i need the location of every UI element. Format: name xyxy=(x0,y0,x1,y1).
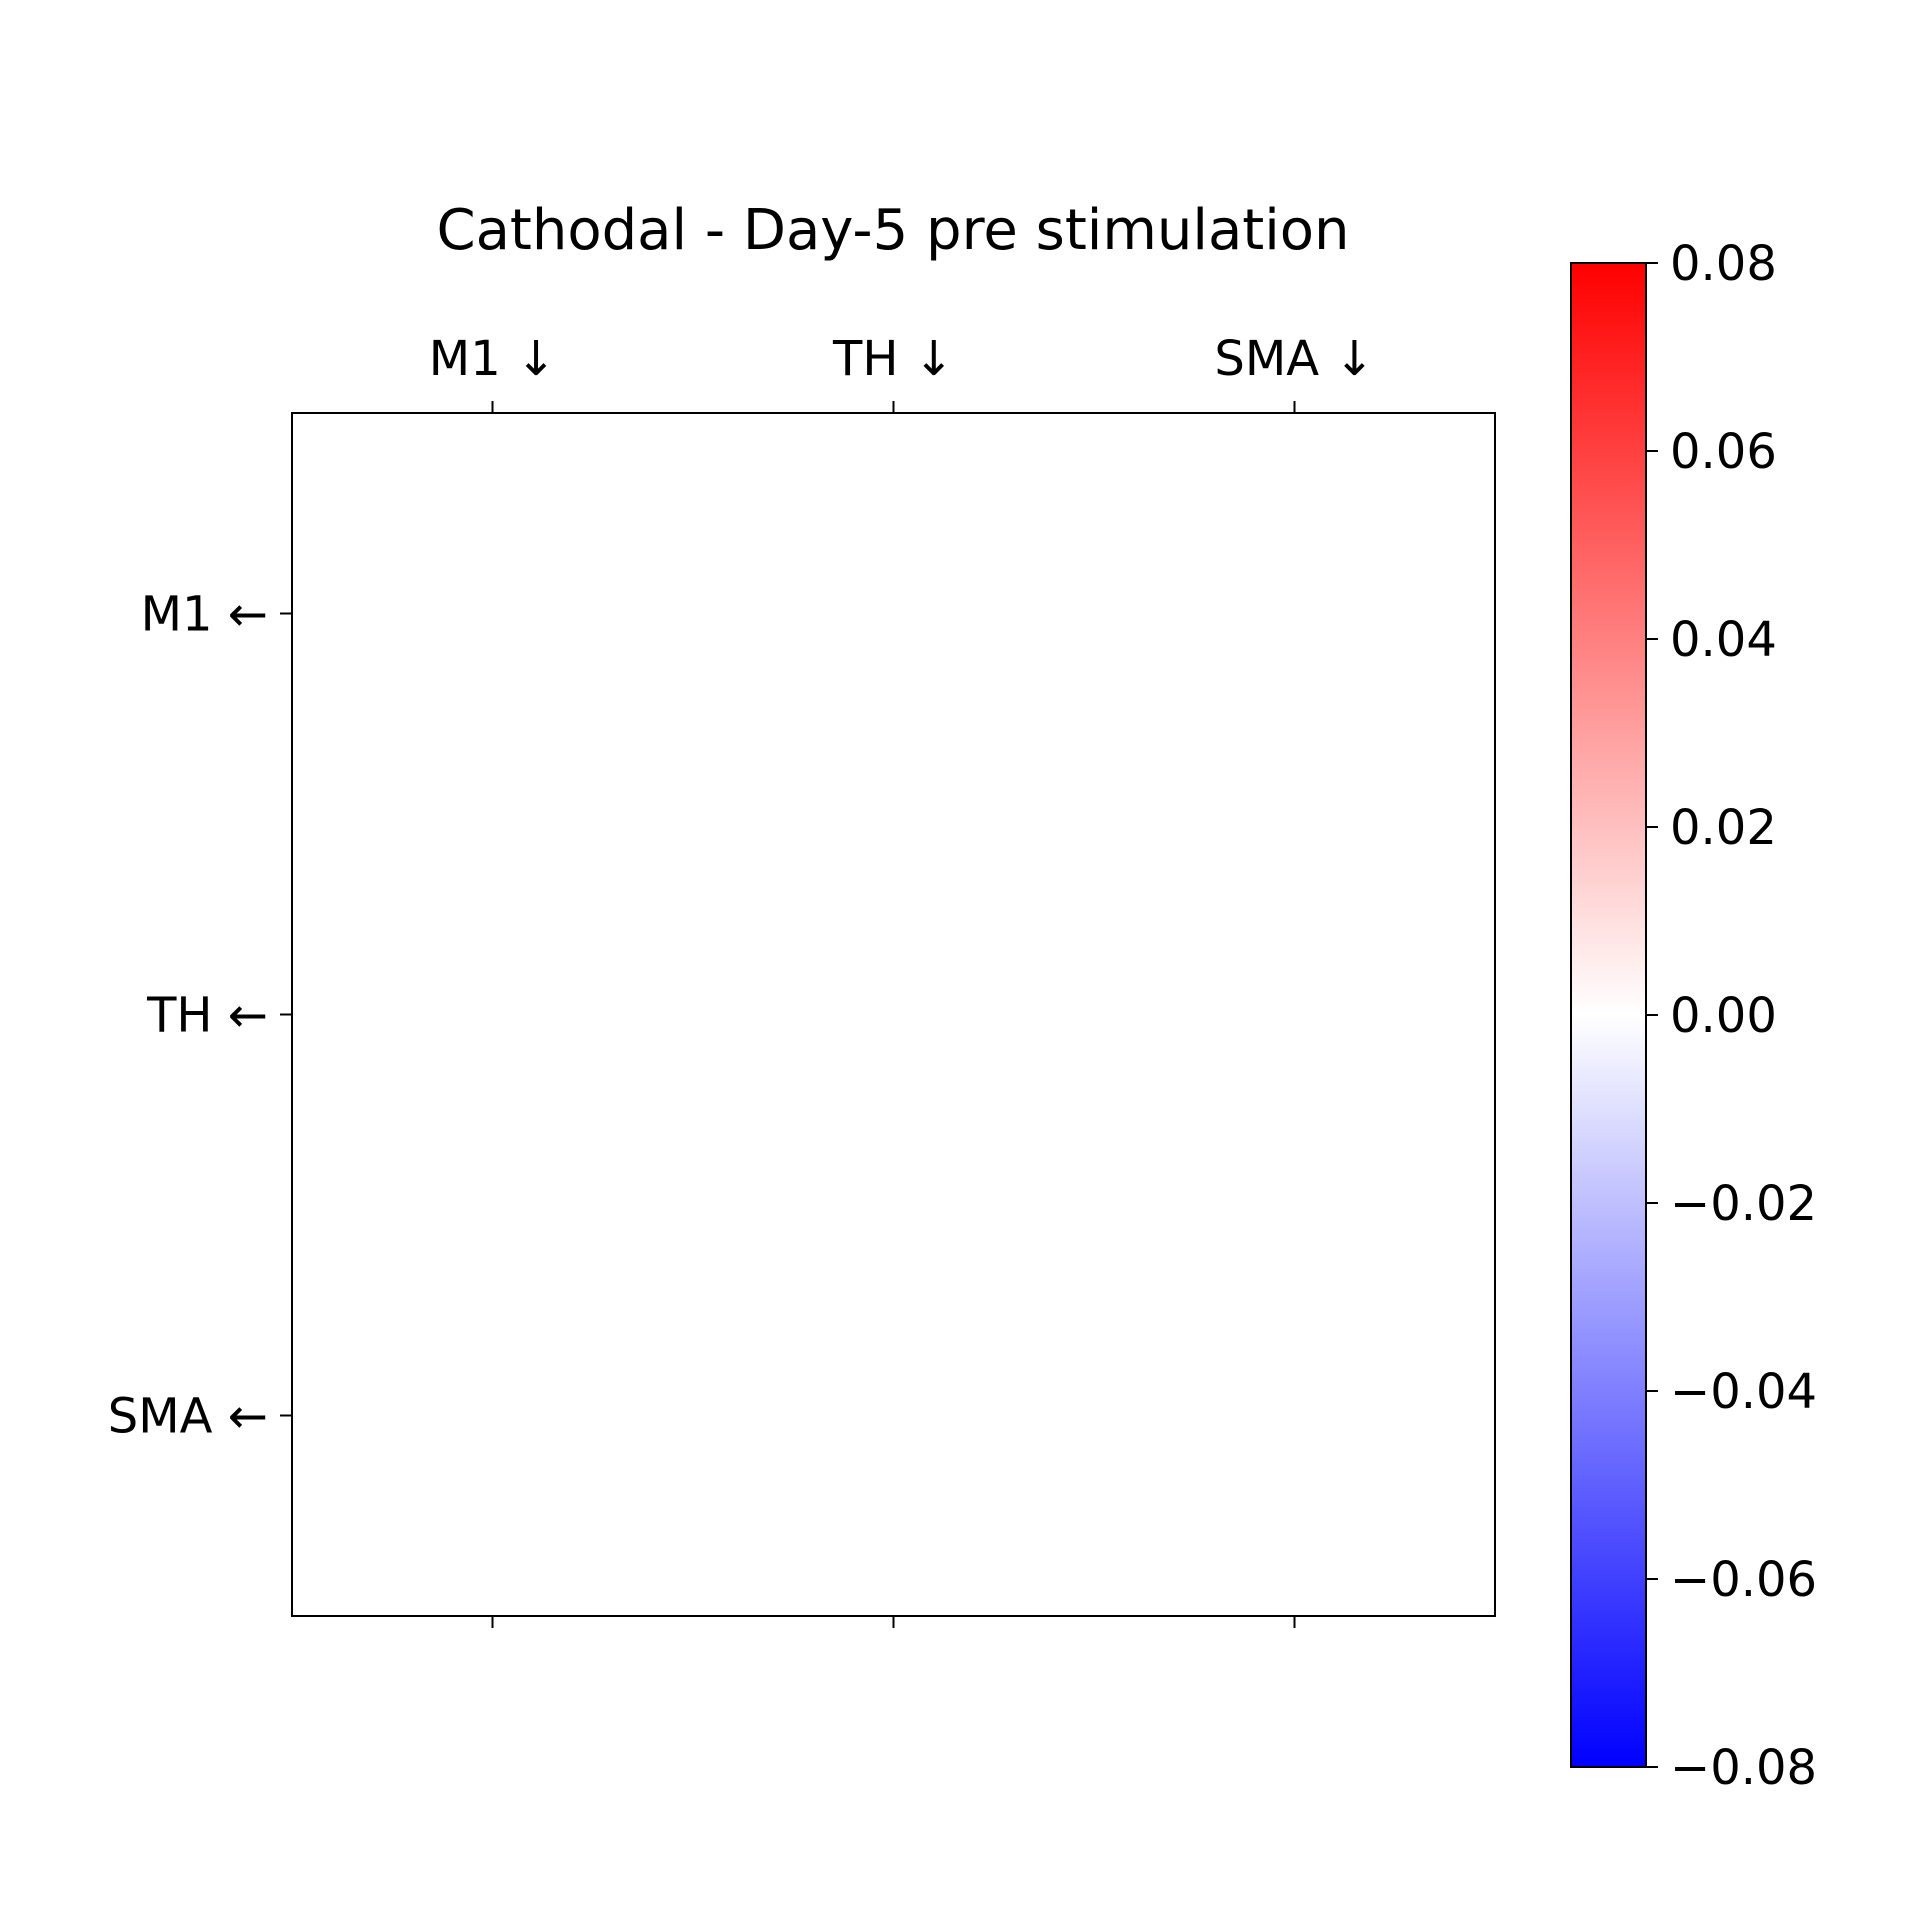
heatmap-cell xyxy=(1094,814,1496,1216)
colorbar-tick-label: −0.06 xyxy=(1670,1552,1817,1608)
colorbar-tick-label: 0.04 xyxy=(1670,612,1777,668)
colorbar-tick-label: −0.08 xyxy=(1670,1740,1817,1796)
heatmap-cell xyxy=(1094,1215,1496,1617)
x-tick-label: SMA ↓ xyxy=(1214,331,1374,387)
heatmap-cell xyxy=(292,413,694,815)
x-tick-label: TH ↓ xyxy=(832,331,954,387)
colorbar-tick-label: 0.08 xyxy=(1670,236,1777,292)
heatmap-cell xyxy=(693,413,1095,815)
heatmap-cell xyxy=(1094,413,1496,815)
heatmap-cell xyxy=(292,1215,694,1617)
y-axis-ticks: M1 ← TH ← SMA ← xyxy=(108,587,292,1445)
colorbar-tick-label: 0.02 xyxy=(1670,800,1777,856)
y-tick-label: TH ← xyxy=(146,988,268,1044)
colorbar-tick-label: −0.04 xyxy=(1670,1364,1817,1420)
colorbar-tick-label: −0.02 xyxy=(1670,1176,1817,1232)
x-axis-ticks: M1 ↓ TH ↓ SMA ↓ xyxy=(429,331,1375,1628)
heatmap-cell xyxy=(693,814,1095,1216)
heatmap-cell xyxy=(693,1215,1095,1617)
colorbar-tick-label: 0.06 xyxy=(1670,424,1777,480)
colorbar-tick-label: 0.00 xyxy=(1670,988,1777,1044)
x-tick-label: M1 ↓ xyxy=(429,331,556,387)
y-tick-label: M1 ← xyxy=(141,587,268,643)
colorbar-ticks: 0.08 0.06 0.04 0.02 0.00 −0.02 −0.04 −0.06 −0.08 xyxy=(1646,236,1817,1796)
y-tick-label: SMA ← xyxy=(108,1389,268,1445)
heatmap-cells xyxy=(292,413,1496,1617)
colorbar xyxy=(1570,262,1647,1768)
chart-title: Cathodal - Day-5 pre stimulation xyxy=(436,198,1349,263)
heatmap-cell xyxy=(292,814,694,1216)
